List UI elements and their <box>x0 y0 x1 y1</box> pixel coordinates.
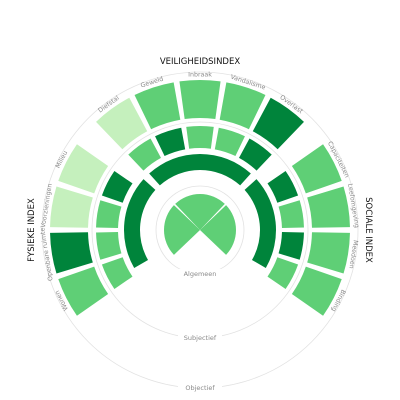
subjectief-outer-cell-veiligheid-3 <box>214 127 245 157</box>
subjectief-outer-cell-sociaal-3 <box>267 257 299 290</box>
subjectief-outer-cell-sociaal-0 <box>267 170 299 203</box>
objectief-cell-geweld <box>134 82 181 130</box>
algemeen-cell-sociaal <box>200 205 237 255</box>
subjectief-inner-cell-fysiek <box>123 179 156 268</box>
ring-label-bg-algemeen <box>178 269 222 279</box>
ring-label-objectief: Objectief <box>185 384 215 392</box>
algemeen-cell-veiligheid <box>175 194 225 230</box>
index-title-sociaal: SOCIALE INDEX <box>363 197 373 263</box>
subjectief-inner-cell-veiligheid <box>149 153 251 186</box>
objectief-cell-diefstal <box>96 97 148 150</box>
objectief-cell-inbraak <box>179 79 221 120</box>
category-label: Inbraak <box>188 72 212 79</box>
objectief-cell-openbare-ruimte <box>50 232 93 274</box>
subjectief-outer-cell-fysiek-0 <box>101 257 133 290</box>
ring-label-algemeen: Algemeen <box>184 270 217 278</box>
ring-label-bg-objectief <box>178 383 222 393</box>
category-label: Meedoen <box>347 239 358 269</box>
subjectief-outer-cell-veiligheid-0 <box>128 138 161 171</box>
subjectief-outer-cell-fysiek-1 <box>96 232 122 260</box>
index-title-fysiek: FYSIEKE INDEX <box>27 198 37 262</box>
ring-label-bg-subjectief <box>178 333 222 343</box>
subjectief-outer-cell-fysiek-2 <box>96 200 122 228</box>
objectief-cell-capaciteiten <box>291 144 342 194</box>
subjectief-outer-cell-sociaal-1 <box>278 200 304 228</box>
subjectief-outer-cell-veiligheid-1 <box>155 127 186 157</box>
index-title-veiligheid: VEILIGHEIDSINDEX <box>160 57 241 67</box>
subjectief-inner-cell-sociaal <box>244 179 276 268</box>
ring-labels: Algemeen Subjectief Objectief <box>178 269 222 393</box>
index-titles: VEILIGHEIDSINDEX SOCIALE INDEX FYSIEKE IND… <box>27 57 373 263</box>
objectief-cell-vandalisme <box>219 82 266 130</box>
subjectief-outer-cell-veiligheid-4 <box>239 138 272 171</box>
objectief-cell-milieu <box>58 144 109 194</box>
subjectief-outer-cell-sociaal-2 <box>278 232 304 260</box>
algemeen-cell-fysiek <box>163 205 200 255</box>
subjectief-outer-cell-fysiek-3 <box>101 170 133 203</box>
objectief-cell-overlast <box>252 97 304 150</box>
objectief-cell-meedoen <box>307 232 350 274</box>
objectief-cell-voorzieningen <box>50 186 93 228</box>
heatmap-cells <box>50 79 350 316</box>
objectief-cell-wonen <box>58 266 109 316</box>
subjectief-outer-cell-veiligheid-2 <box>186 126 214 149</box>
objectief-cell-binding <box>291 266 342 316</box>
ring-label-subjectief: Subjectief <box>184 334 217 342</box>
objectief-cell-leefomgeving <box>307 186 350 228</box>
